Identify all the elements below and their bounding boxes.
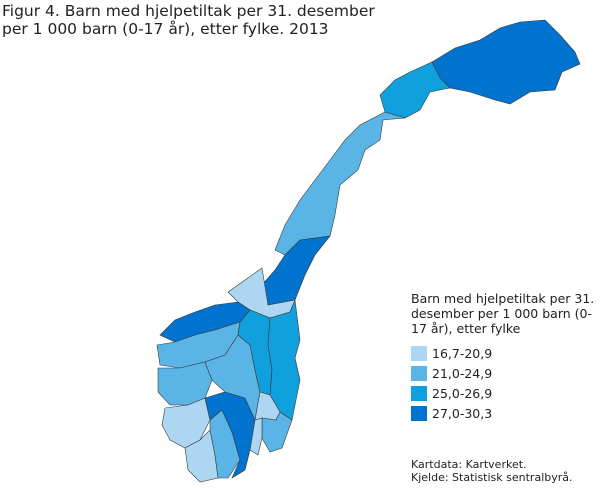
legend-swatch [411,405,427,421]
region-finnmark [431,19,581,105]
legend-label: 27,0-30,3 [432,405,493,421]
legend-label: 25,0-26,9 [432,385,493,401]
figure-title: Figur 4. Barn med hjelpetiltak per 31. d… [2,2,422,38]
title-line-1: Figur 4. Barn med hjelpetiltak per 31. d… [2,2,375,20]
legend-item: 16,7-20,9 [411,343,606,363]
region-vestfold [249,417,263,456]
source-credit: Kjelde: Statistisk sentralbyrå. [411,471,573,484]
region-hedmark [267,298,301,421]
legend-label: 16,7-20,9 [432,345,493,361]
region-ostfold [261,411,293,453]
source-note: Kartdata: Kartverket. Kjelde: Statistisk… [411,458,573,484]
map-data-credit: Kartdata: Kartverket. [411,458,527,471]
legend-item: 27,0-30,3 [411,403,606,423]
legend-swatch [411,365,427,381]
legend: Barn med hjelpetiltak per 31. desember p… [411,291,606,423]
region-nord-trondelag [261,235,331,306]
legend-swatch [411,385,427,401]
legend-title: Barn med hjelpetiltak per 31. desember p… [411,291,595,336]
legend-swatch [411,345,427,361]
legend-label: 21,0-24,9 [432,365,493,381]
region-nordland [274,111,406,256]
title-line-2: per 1 000 barn (0-17 år), etter fylke. 2… [2,20,329,38]
legend-item: 25,0-26,9 [411,383,606,403]
legend-item: 21,0-24,9 [411,363,606,383]
